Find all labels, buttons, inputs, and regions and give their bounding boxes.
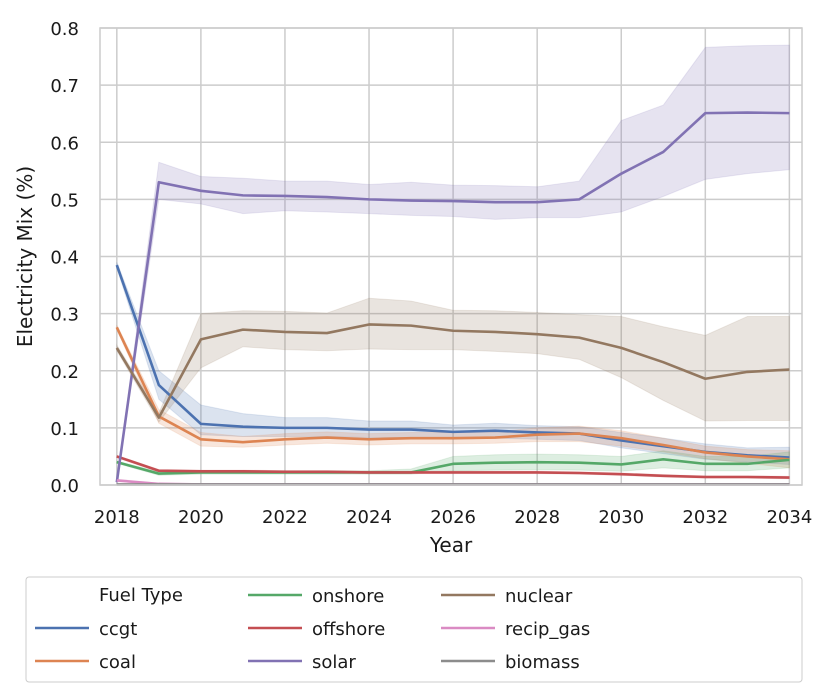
y-axis-title: Electricity Mix (%) xyxy=(13,166,37,347)
y-tick-labels: 0.0 0.1 0.2 0.3 0.4 0.5 0.6 0.7 0.8 xyxy=(50,19,79,497)
grid-lines xyxy=(100,27,802,486)
y-tick-label: 0.6 xyxy=(50,133,79,154)
y-tick-label: 0.2 xyxy=(50,362,79,383)
legend-label-recip_gas: recip_gas xyxy=(505,619,590,640)
y-tick-label: 0.7 xyxy=(50,76,79,97)
y-tick-label: 0.3 xyxy=(50,305,79,326)
legend-label-coal: coal xyxy=(99,652,136,673)
legend: Fuel Type ccgt coal onshore offshore solar nu… xyxy=(25,576,803,683)
x-tick-label: 2030 xyxy=(598,507,644,528)
y-tick-label: 0.1 xyxy=(50,419,79,440)
legend-label-biomass: biomass xyxy=(505,652,580,673)
x-tick-label: 2026 xyxy=(430,507,476,528)
legend-label-onshore: onshore xyxy=(312,586,384,607)
legend-title: Fuel Type xyxy=(99,585,183,606)
y-tick-label: 0.8 xyxy=(50,19,79,40)
ci-band-coal xyxy=(116,324,790,469)
series-line-solar xyxy=(115,111,790,483)
legend-items: ccgt coal onshore offshore solar nuclear recip… xyxy=(35,586,590,673)
x-axis-title: Year xyxy=(429,533,473,557)
ci-band-ccgt xyxy=(116,262,790,465)
y-tick-label: 0.0 xyxy=(50,476,79,497)
y-tick-label: 0.4 xyxy=(50,248,79,269)
x-tick-label: 2034 xyxy=(766,507,812,528)
x-tick-label: 2022 xyxy=(262,507,308,528)
legend-label-solar: solar xyxy=(312,652,356,673)
x-tick-label: 2020 xyxy=(178,507,224,528)
legend-label-offshore: offshore xyxy=(312,619,385,640)
series-line-offshore xyxy=(116,455,790,479)
x-tick-label: 2018 xyxy=(94,507,140,528)
legend-label-nuclear: nuclear xyxy=(505,586,573,607)
legend-frame xyxy=(25,576,803,683)
legend-label-ccgt: ccgt xyxy=(99,619,137,640)
ci-band-nuclear xyxy=(116,297,790,424)
series-line-nuclear xyxy=(115,323,790,419)
series-line-coal xyxy=(115,326,790,461)
x-tick-label: 2032 xyxy=(682,507,728,528)
axes-frame xyxy=(99,27,803,486)
plot-frame xyxy=(99,27,803,486)
x-tick-labels: 2018 2020 2022 2024 2026 2028 2030 2032 2034 xyxy=(94,507,812,528)
ci-band-solar xyxy=(116,44,790,484)
x-tick-label: 2028 xyxy=(514,507,560,528)
y-tick-label: 0.5 xyxy=(50,190,79,211)
x-tick-label: 2024 xyxy=(346,507,392,528)
